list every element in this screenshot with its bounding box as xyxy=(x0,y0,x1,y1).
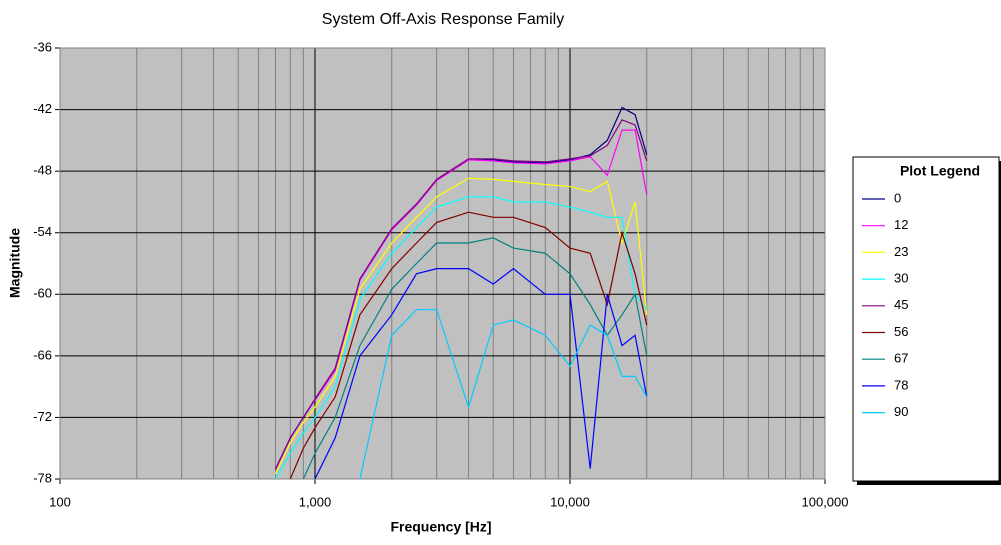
x-tick-label: 100,000 xyxy=(802,494,849,509)
y-tick-label: -78 xyxy=(33,470,52,485)
series-line xyxy=(289,211,648,479)
series-line xyxy=(314,267,648,479)
legend-label: 78 xyxy=(894,377,908,392)
chart-title: System Off-Axis Response Family xyxy=(322,11,564,28)
series-line xyxy=(302,237,648,479)
series-line xyxy=(274,196,648,479)
x-tick-label: 100 xyxy=(49,494,71,509)
legend-label: 0 xyxy=(894,190,901,205)
plot-area xyxy=(59,47,826,480)
legend-box xyxy=(852,156,1000,482)
y-tick-label: -48 xyxy=(33,163,52,178)
x-tick-label: 1,000 xyxy=(299,494,332,509)
plot-border xyxy=(59,47,826,480)
y-tick-label: -36 xyxy=(33,39,52,54)
y-tick-label: -72 xyxy=(33,409,52,424)
y-axis-title: Magnitude xyxy=(7,228,23,298)
series-line xyxy=(274,119,648,469)
y-tick-label: -66 xyxy=(33,347,52,362)
legend-label: 12 xyxy=(894,217,908,232)
y-tick-label: -54 xyxy=(33,224,52,239)
legend-label: 67 xyxy=(894,351,908,366)
plot-lines xyxy=(274,106,648,479)
x-axis-title: Frequency [Hz] xyxy=(390,519,491,535)
legend-label: 90 xyxy=(894,404,908,419)
y-tick-label: -42 xyxy=(33,101,52,116)
series-line xyxy=(274,177,648,475)
series-line xyxy=(359,309,648,479)
y-tick-label: -60 xyxy=(33,286,52,301)
legend-label: 23 xyxy=(894,244,908,259)
legend-label: 56 xyxy=(894,324,908,339)
legend-label: 30 xyxy=(894,271,908,286)
legend-title: Plot Legend xyxy=(900,163,980,179)
legend-label: 45 xyxy=(894,297,908,312)
x-tick-label: 10,000 xyxy=(550,494,590,509)
